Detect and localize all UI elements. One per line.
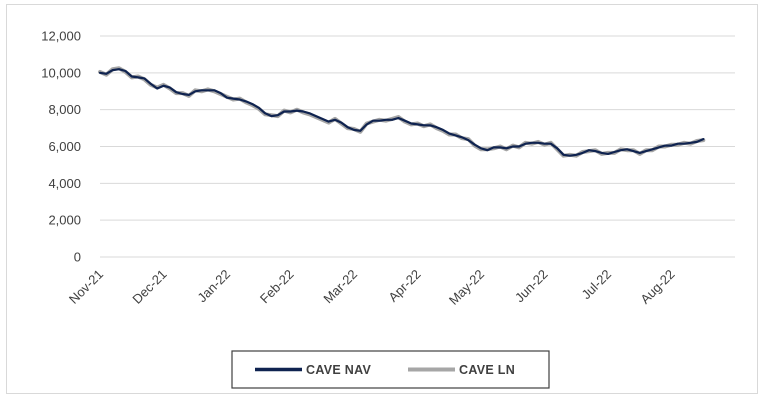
y-tick-label: 12,000 bbox=[41, 29, 81, 44]
x-tick-label: Jul-22 bbox=[578, 267, 614, 303]
chart-frame bbox=[6, 4, 758, 394]
y-tick-label: 0 bbox=[74, 250, 81, 265]
x-tick-label: Aug-22 bbox=[637, 267, 677, 307]
series-line-cave-ln bbox=[98, 66, 706, 158]
legend-label: CAVE NAV bbox=[306, 363, 372, 377]
y-tick-label: 10,000 bbox=[41, 65, 81, 80]
x-tick-label: Dec-21 bbox=[129, 267, 169, 307]
legend-label: CAVE LN bbox=[459, 363, 515, 377]
legend: CAVE NAV CAVE LN bbox=[231, 350, 550, 389]
x-tick-label: Mar-22 bbox=[320, 267, 360, 307]
y-tick-label: 8,000 bbox=[48, 102, 81, 117]
x-tick-label: Feb-22 bbox=[257, 267, 297, 307]
gridlines bbox=[100, 35, 735, 258]
x-axis-ticks: Nov-21 Dec-21 Jan-22 Feb-22 Mar-22 Apr-22 May-… bbox=[66, 267, 678, 308]
y-tick-label: 2,000 bbox=[48, 213, 81, 228]
y-tick-label: 4,000 bbox=[48, 176, 81, 191]
series-lines bbox=[98, 66, 706, 158]
x-tick-label: Apr-22 bbox=[385, 267, 423, 305]
x-tick-label: Nov-21 bbox=[66, 267, 106, 307]
x-tick-label: Jan-22 bbox=[194, 267, 233, 306]
x-tick-label: Jun-22 bbox=[512, 267, 551, 306]
x-tick-label: May-22 bbox=[446, 267, 487, 308]
y-tick-label: 6,000 bbox=[48, 139, 81, 154]
y-axis-ticks: 0 2,000 4,000 6,000 8,000 10,000 12,000 bbox=[41, 29, 81, 265]
series-line-cave-nav bbox=[98, 68, 705, 157]
